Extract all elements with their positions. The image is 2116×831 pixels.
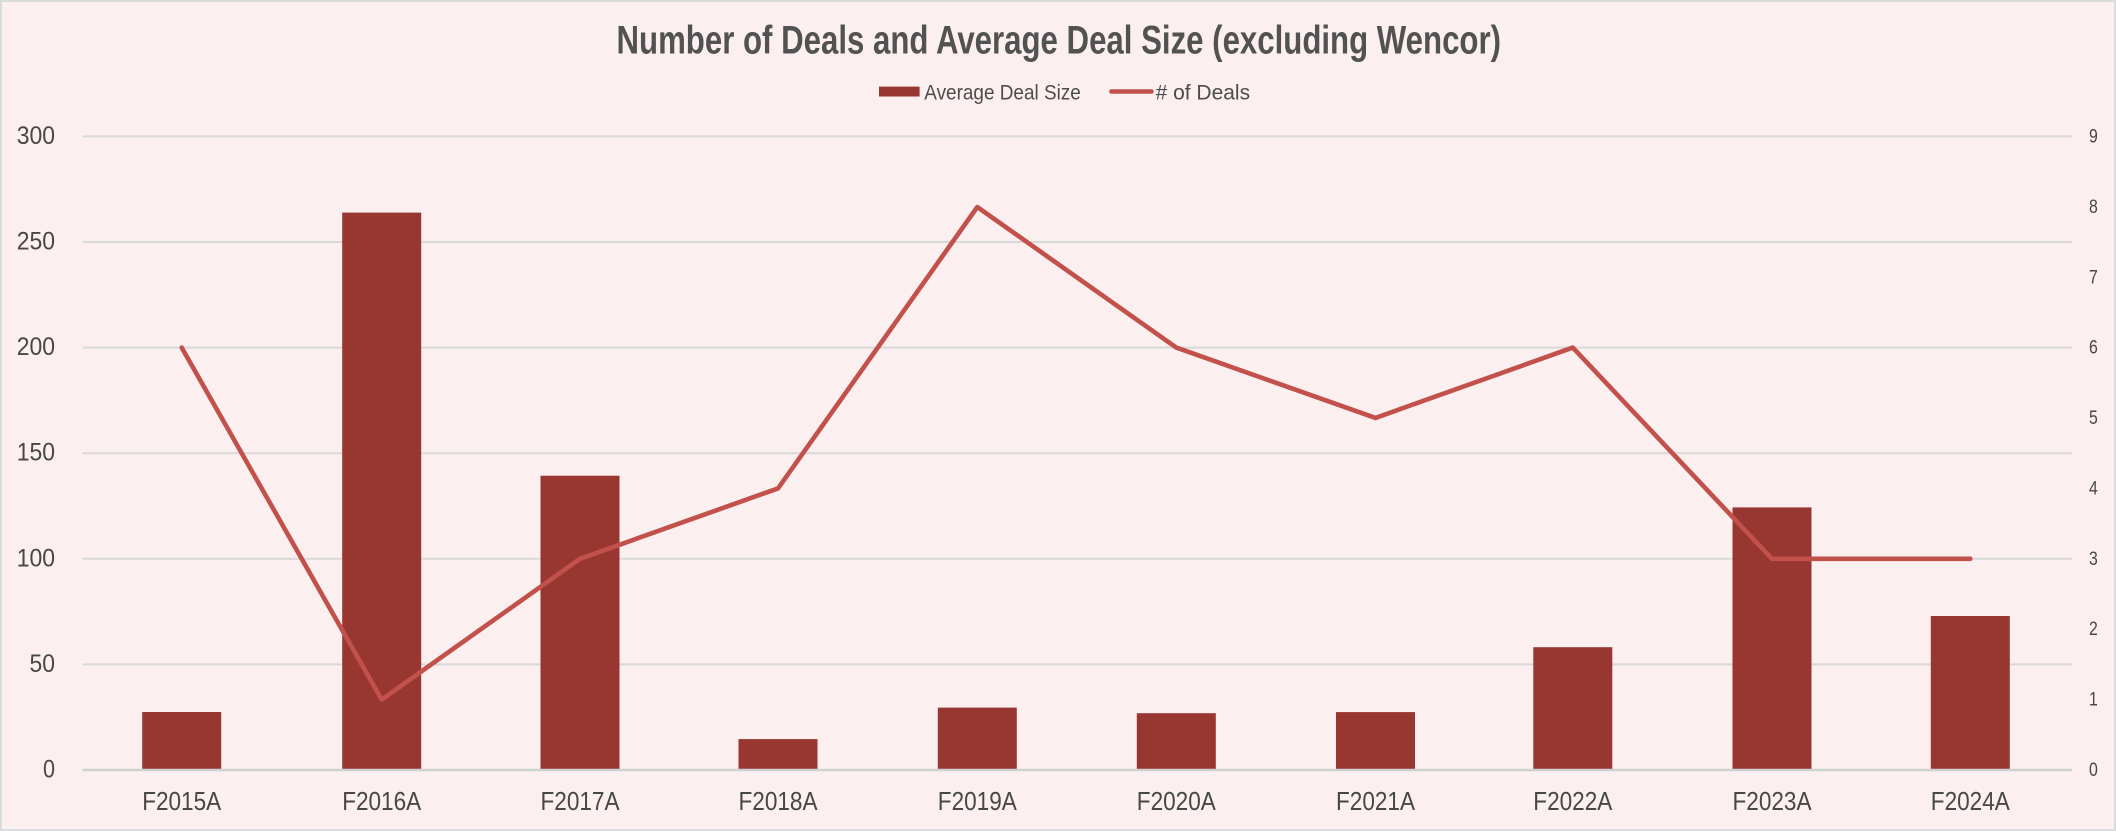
svg-text:9: 9: [2089, 127, 2098, 148]
svg-text:F2016A: F2016A: [342, 788, 421, 816]
svg-text:F2015A: F2015A: [142, 788, 221, 816]
svg-text:F2022A: F2022A: [1533, 788, 1612, 816]
svg-text:F2021A: F2021A: [1336, 788, 1415, 816]
svg-text:200: 200: [17, 333, 55, 361]
svg-text:6: 6: [2089, 338, 2098, 359]
svg-text:F2024A: F2024A: [1931, 788, 2010, 816]
svg-text:5: 5: [2089, 408, 2098, 429]
svg-text:8: 8: [2089, 197, 2098, 218]
svg-text:1: 1: [2089, 690, 2098, 711]
svg-text:F2023A: F2023A: [1733, 788, 1812, 816]
svg-text:4: 4: [2089, 478, 2098, 499]
svg-text:0: 0: [2089, 760, 2098, 781]
svg-text:3: 3: [2089, 549, 2098, 570]
svg-text:# of Deals: # of Deals: [1156, 81, 1251, 104]
svg-text:7: 7: [2089, 267, 2098, 288]
svg-text:F2020A: F2020A: [1137, 788, 1216, 816]
svg-text:F2019A: F2019A: [938, 788, 1017, 816]
svg-text:Number of Deals and Average De: Number of Deals and Average Deal Size (e…: [617, 19, 1502, 63]
svg-text:250: 250: [17, 228, 55, 256]
svg-text:F2017A: F2017A: [541, 788, 620, 816]
svg-text:150: 150: [17, 439, 55, 467]
svg-text:Average Deal Size: Average Deal Size: [924, 81, 1081, 104]
svg-text:2: 2: [2089, 619, 2098, 640]
svg-text:300: 300: [17, 122, 55, 150]
svg-text:F2018A: F2018A: [739, 788, 818, 816]
svg-text:50: 50: [30, 650, 56, 678]
svg-text:0: 0: [43, 756, 55, 784]
svg-text:100: 100: [17, 544, 55, 572]
